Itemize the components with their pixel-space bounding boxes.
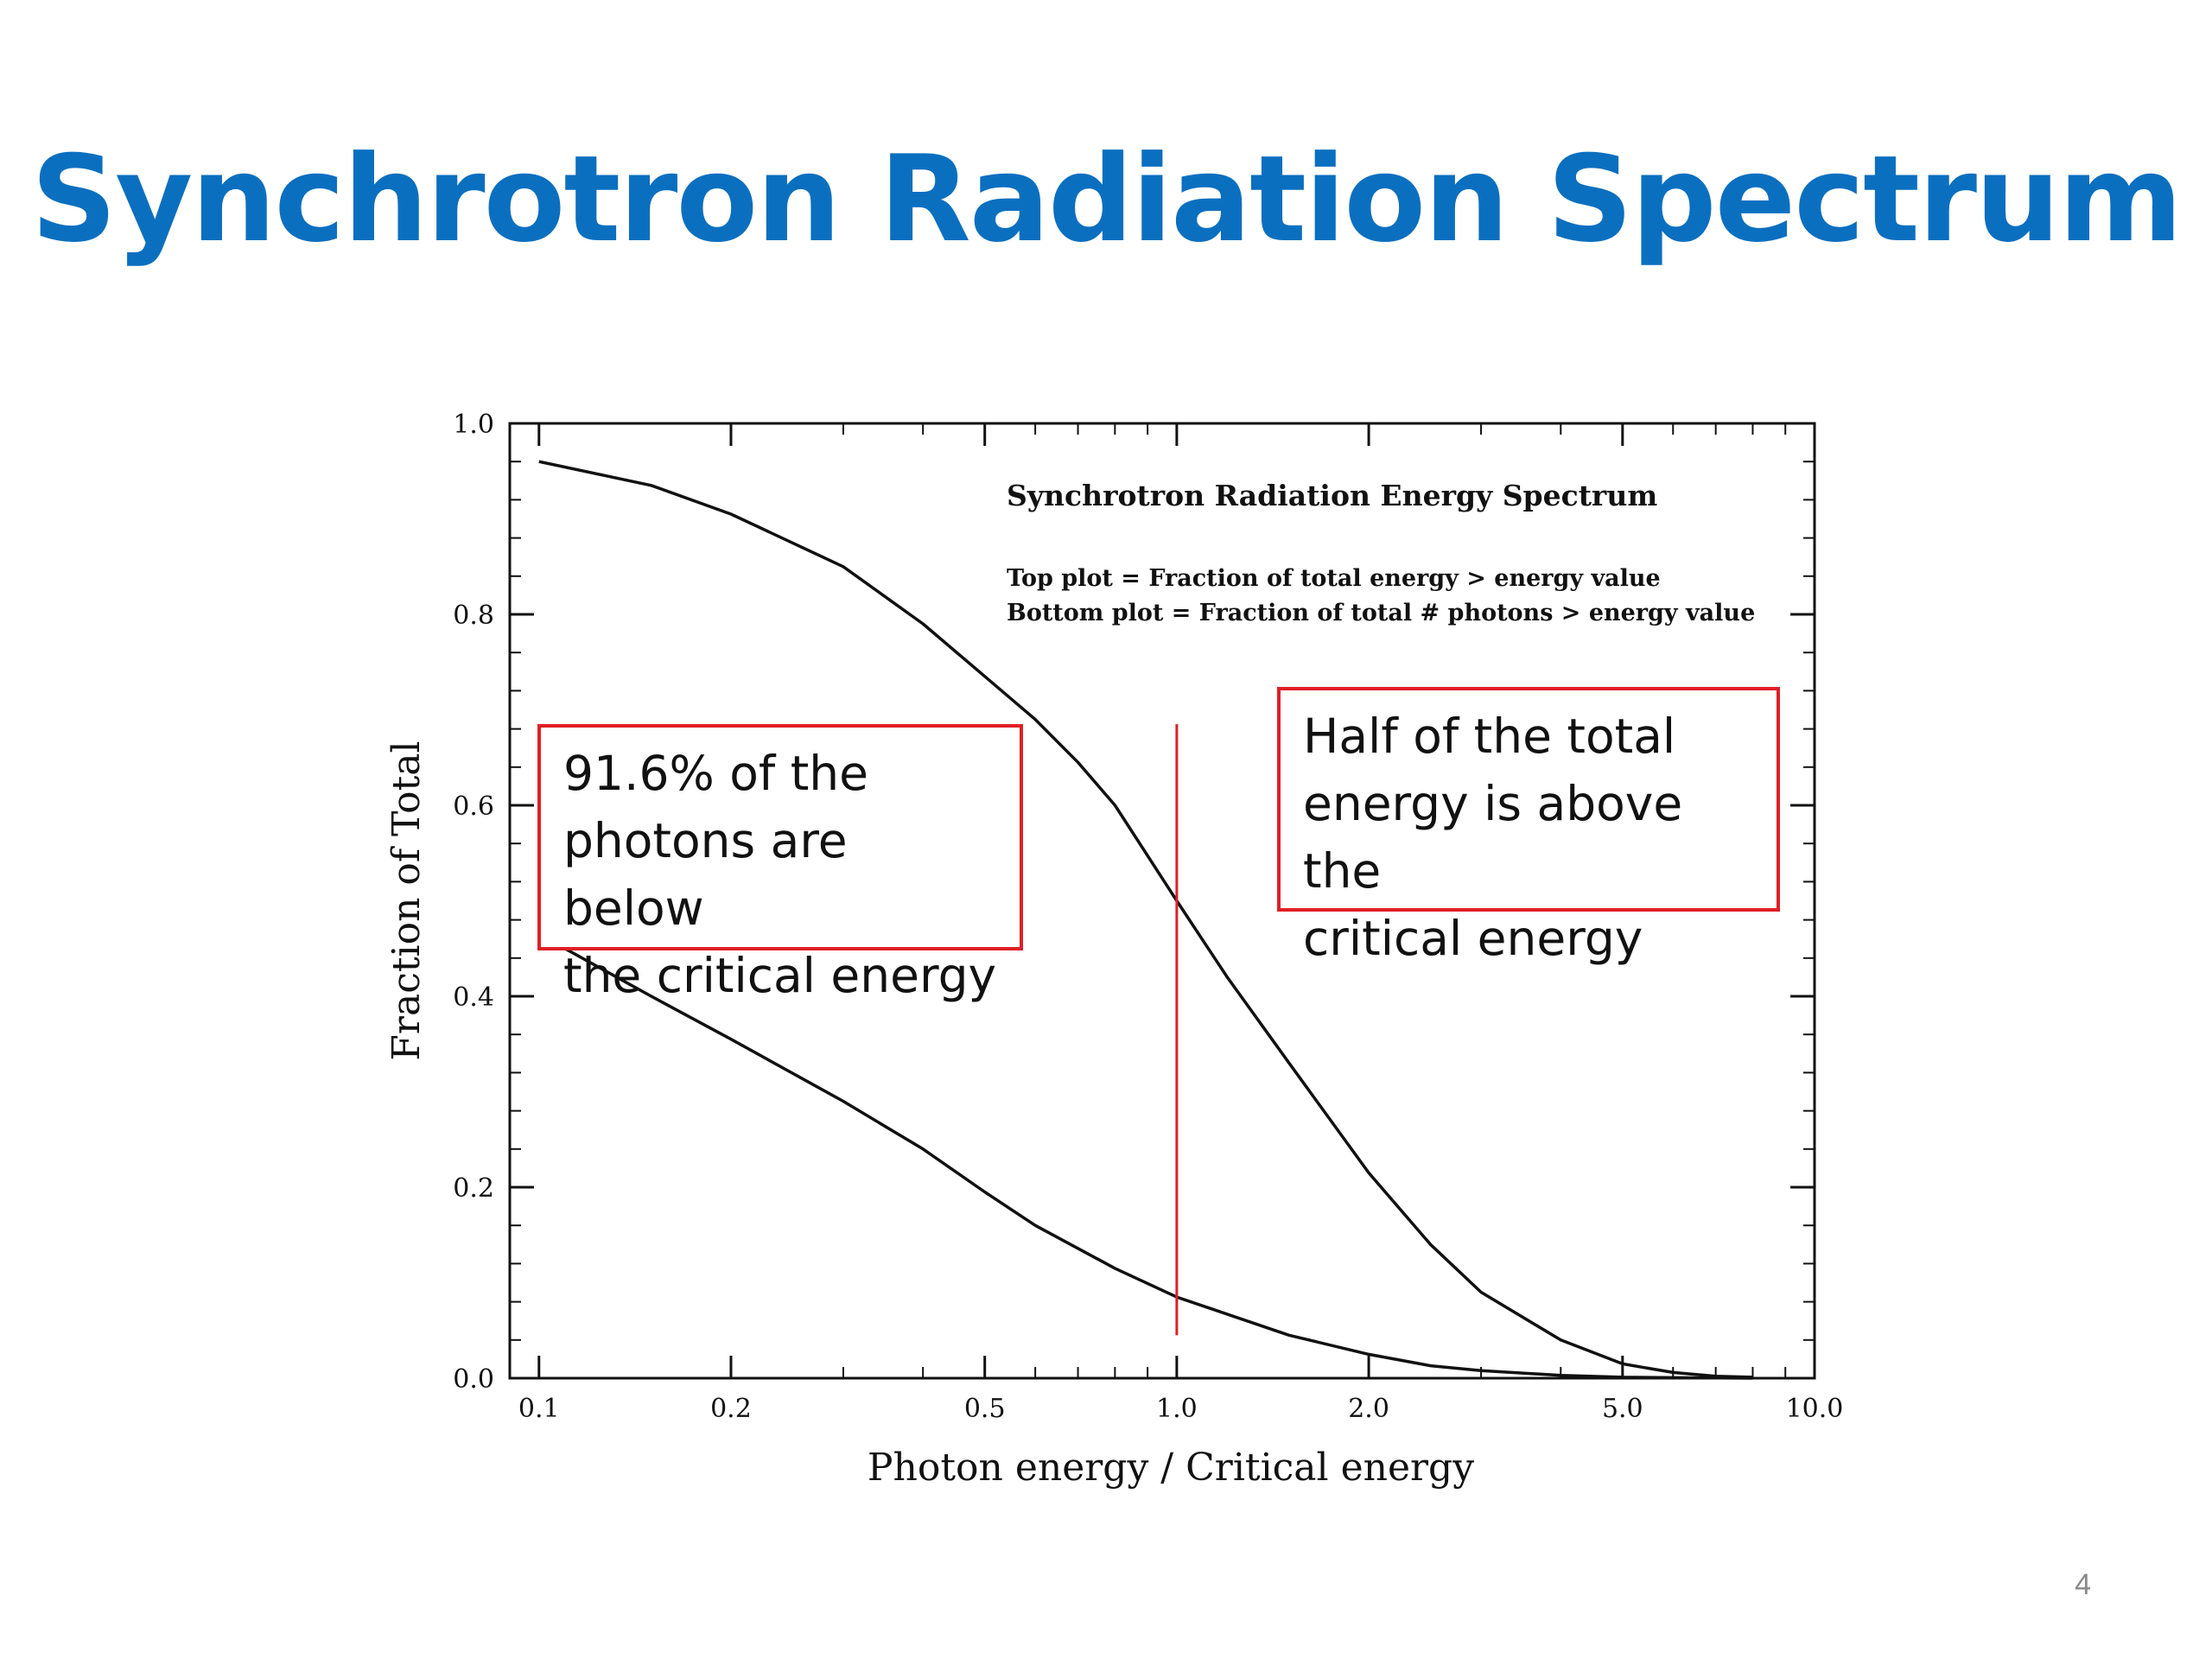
callout-line: the critical energy: [563, 948, 997, 1003]
slide-title: Synchrotron Radiation Spectrum: [30, 130, 2183, 269]
callout-line: energy is above the: [1303, 776, 1683, 899]
callout-line: 91.6% of the: [563, 746, 868, 801]
legend-annotation-bottom: Bottom plot = Fraction of total # photon…: [1007, 600, 1755, 626]
x-tick-label: 0.5: [964, 1394, 1006, 1424]
energy-fraction-callout: Half of the total energy is above the cr…: [1277, 687, 1780, 966]
x-tick-label: 10.0: [1786, 1394, 1844, 1424]
y-tick-label: 0.4: [453, 982, 494, 1013]
callout-line: Half of the total: [1303, 709, 1676, 764]
energy-fraction-curve: [538, 460, 1753, 1379]
x-tick-label: 0.1: [518, 1394, 560, 1424]
callout-line: photons are below: [563, 813, 848, 936]
legend-annotation-top: Top plot = Fraction of total energy > en…: [1007, 565, 1661, 592]
callout-line: critical energy: [1303, 911, 1643, 966]
x-tick-label: 2.0: [1348, 1394, 1389, 1424]
y-tick-label: 0.6: [453, 791, 494, 822]
x-tick-label: 0.2: [710, 1394, 752, 1424]
y-tick-label: 0.0: [453, 1364, 494, 1395]
y-tick-label: 0.8: [453, 601, 494, 631]
page-number: 4: [2075, 1568, 2091, 1601]
y-tick-label: 1.0: [453, 410, 494, 440]
photon-fraction-callout: 91.6% of the photons are below the criti…: [537, 724, 1023, 1003]
chart-title: Synchrotron Radiation Energy Spectrum: [1007, 479, 1657, 512]
plot-frame: [508, 422, 1816, 1380]
x-axis-label: Photon energy / Critical energy: [868, 1446, 1474, 1490]
x-tick-label: 1.0: [1156, 1394, 1198, 1424]
y-axis-label: Fraction of Total: [385, 741, 429, 1060]
x-tick-label: 5.0: [1602, 1394, 1643, 1424]
y-tick-label: 0.2: [453, 1173, 494, 1204]
